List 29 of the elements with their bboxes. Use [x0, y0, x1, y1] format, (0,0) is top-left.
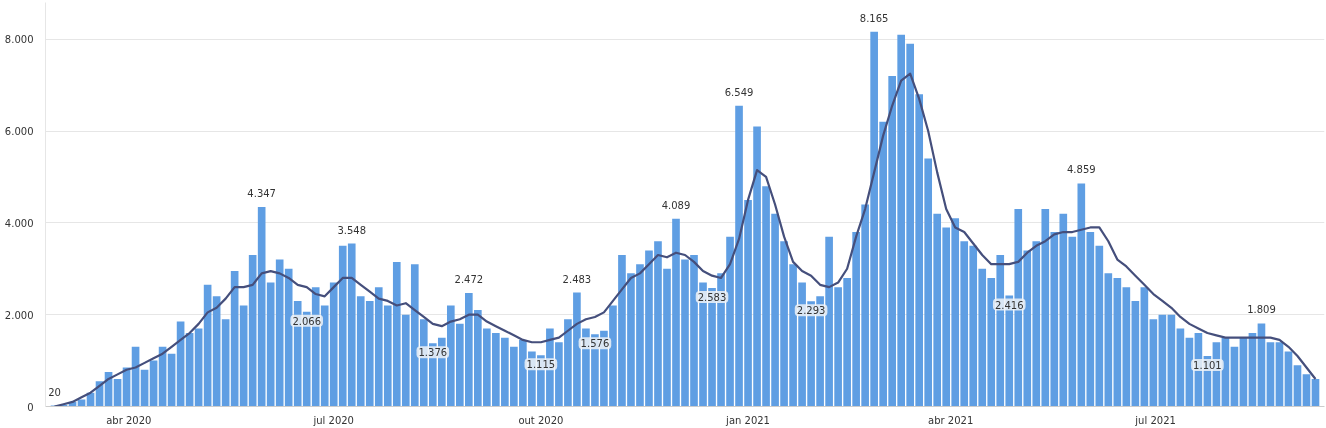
x-tick-label: jul 2020 [312, 414, 354, 426]
annotation: 2.472 [454, 274, 484, 286]
x-tick-label: out 2020 [518, 414, 564, 426]
y-tick-label: 0 [27, 401, 34, 413]
y-tick-label: 6.000 [4, 126, 34, 138]
annotation: 4.859 [1067, 164, 1096, 176]
annotation: 2.583 [697, 291, 727, 303]
y-tick-label: 8.000 [4, 34, 34, 46]
annotation: 1.115 [526, 359, 556, 371]
annotation: 1.809 [1247, 304, 1276, 316]
annotation: 6.549 [724, 86, 754, 98]
annotation: 4.347 [247, 187, 276, 199]
annotation: 2.483 [562, 273, 592, 285]
annotation: 2.293 [796, 305, 826, 317]
annotation: 8.165 [859, 12, 889, 24]
annotation: 1.576 [580, 338, 610, 350]
annotation: 3.548 [337, 224, 367, 236]
annotation: 2.416 [994, 299, 1024, 311]
annotation: 20 [48, 386, 61, 398]
annotation: 4.089 [661, 199, 691, 211]
x-tick-label: abr 2021 [928, 414, 974, 426]
x-tick-label: jul 2021 [1134, 414, 1176, 426]
x-tick-label: jan 2021 [725, 414, 770, 426]
annotation: 1.376 [418, 347, 448, 359]
y-tick-label: 2.000 [4, 309, 34, 321]
annotation: 1.101 [1193, 359, 1222, 371]
x-tick-label: abr 2020 [106, 414, 152, 426]
annotation: 2.066 [292, 315, 322, 327]
y-tick-label: 4.000 [4, 217, 34, 229]
